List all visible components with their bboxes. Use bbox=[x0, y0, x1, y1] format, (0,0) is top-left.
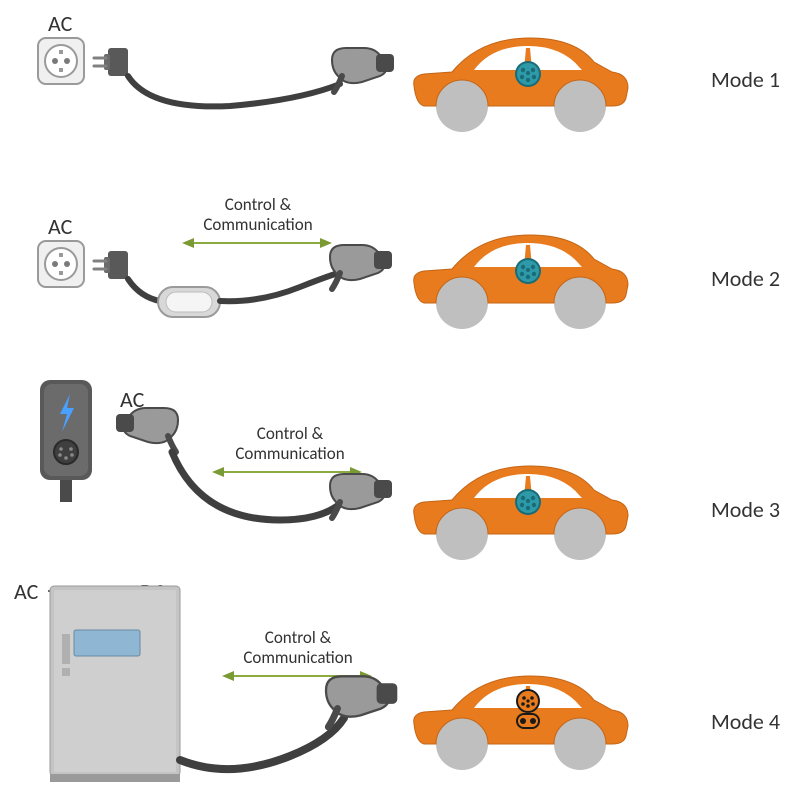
cable-4 bbox=[180, 718, 344, 769]
cable-3 bbox=[172, 452, 340, 520]
mode2-label: Mode 2 bbox=[711, 265, 780, 292]
car-icon-2 bbox=[414, 235, 628, 329]
car-icon-4 bbox=[414, 676, 628, 770]
cable-2a bbox=[128, 279, 160, 301]
mode3-row: AC Control & Communication Mode 3 bbox=[0, 380, 800, 580]
car-icon-3 bbox=[414, 466, 628, 560]
mode1-svg bbox=[0, 10, 800, 180]
mode2-svg bbox=[0, 195, 800, 375]
mode3-label: Mode 3 bbox=[711, 496, 780, 523]
car-icon-1 bbox=[414, 38, 628, 132]
mains-plug-icon bbox=[94, 48, 128, 76]
mode2-row: AC Control & Communication Mode 2 bbox=[0, 195, 800, 375]
mode4-row: AC DC Control & Communication Mode 4 bbox=[0, 572, 800, 792]
mode4-svg bbox=[0, 572, 800, 792]
comm-arrow-2 bbox=[182, 238, 332, 248]
mode1-label: Mode 1 bbox=[711, 66, 780, 93]
cable-1 bbox=[128, 76, 340, 106]
mains-plug-icon-2 bbox=[94, 251, 128, 279]
dc-station-icon bbox=[50, 586, 180, 782]
wallbox-icon bbox=[40, 380, 92, 502]
ev-connector-icon-4 bbox=[326, 676, 397, 727]
mode4-label: Mode 4 bbox=[711, 708, 780, 735]
ev-connector-left-icon bbox=[116, 408, 178, 452]
mode3-svg bbox=[0, 380, 800, 580]
incable-box-icon bbox=[158, 287, 220, 317]
cable-2b bbox=[220, 273, 338, 301]
ev-connector-icon-2 bbox=[330, 245, 392, 289]
ac-socket-icon bbox=[38, 38, 84, 84]
ac-socket-icon-2 bbox=[38, 241, 84, 287]
ev-connector-icon-3 bbox=[330, 474, 392, 518]
mode1-row: AC Mode 1 bbox=[0, 10, 800, 180]
